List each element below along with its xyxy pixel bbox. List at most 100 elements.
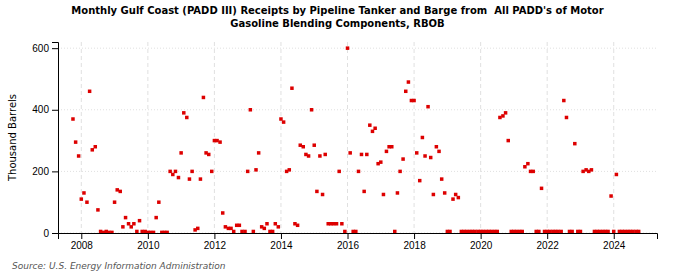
- point: [96, 208, 100, 212]
- tick: 2014: [270, 233, 293, 251]
- tick-mark: [281, 233, 282, 239]
- point: [393, 230, 397, 233]
- grid-line-x: [81, 42, 82, 233]
- tick: 0: [43, 228, 58, 239]
- point: [135, 230, 139, 233]
- point: [207, 153, 211, 157]
- tick: 2020: [470, 233, 493, 251]
- point: [451, 197, 455, 201]
- point: [398, 170, 402, 174]
- plot-area: 2008201020122014201620182020202220240200…: [32, 42, 657, 251]
- point: [321, 193, 325, 197]
- point: [606, 230, 610, 233]
- tick-label: 2008: [71, 240, 94, 251]
- point: [312, 143, 316, 147]
- point: [127, 222, 131, 226]
- point: [598, 230, 602, 233]
- axis-line: [59, 234, 658, 240]
- point: [368, 123, 372, 127]
- point: [138, 219, 142, 223]
- point: [71, 117, 75, 121]
- tick: 2016: [337, 233, 360, 251]
- tick-mark: [148, 233, 149, 239]
- point: [371, 130, 375, 134]
- point: [556, 230, 560, 233]
- point: [421, 136, 425, 140]
- point: [124, 216, 128, 220]
- point: [520, 230, 524, 233]
- point: [340, 222, 344, 226]
- point: [415, 151, 419, 155]
- point: [185, 116, 189, 120]
- point: [279, 117, 283, 121]
- tick-mark: [614, 233, 615, 239]
- point: [218, 140, 222, 144]
- grid-line-y: [58, 48, 657, 49]
- point: [612, 230, 616, 233]
- point: [332, 222, 336, 226]
- point: [579, 230, 583, 233]
- points: [71, 46, 640, 233]
- point: [115, 188, 119, 192]
- point: [174, 170, 178, 174]
- point: [390, 145, 394, 149]
- point: [454, 193, 458, 197]
- point: [299, 143, 303, 147]
- point: [249, 108, 253, 112]
- chart: 2008201020122014201620182020202220240200…: [0, 0, 675, 275]
- grid-line-x: [214, 42, 215, 233]
- point: [288, 168, 292, 172]
- point: [232, 230, 236, 233]
- point: [562, 99, 566, 103]
- point: [346, 46, 350, 50]
- point: [290, 86, 294, 90]
- point: [323, 153, 327, 157]
- point: [526, 162, 530, 166]
- point: [140, 230, 144, 233]
- point: [482, 230, 486, 233]
- point: [548, 230, 552, 233]
- point: [396, 191, 400, 195]
- point: [252, 230, 256, 233]
- point: [271, 230, 275, 233]
- tick: 2022: [537, 233, 560, 251]
- point: [362, 190, 366, 194]
- point: [74, 140, 78, 144]
- point: [296, 224, 300, 228]
- point: [457, 196, 461, 200]
- point: [302, 145, 306, 149]
- grid-line-x: [347, 42, 348, 233]
- point: [80, 197, 84, 201]
- point: [637, 230, 641, 233]
- point: [337, 170, 341, 174]
- point: [590, 168, 594, 172]
- point: [94, 145, 98, 149]
- tick-label: 400: [32, 104, 49, 115]
- point: [254, 168, 258, 172]
- tick-mark: [481, 233, 482, 239]
- tick-label: 2020: [470, 240, 493, 251]
- grid-line-y: [58, 109, 657, 110]
- tick-mark: [52, 233, 58, 234]
- point: [581, 170, 585, 174]
- point: [149, 231, 153, 233]
- point: [382, 193, 386, 197]
- point: [559, 230, 563, 233]
- tick-mark: [414, 233, 415, 239]
- point: [537, 230, 541, 233]
- point: [310, 108, 314, 112]
- point: [401, 157, 405, 161]
- point: [168, 170, 172, 174]
- grid-line-x: [480, 42, 481, 233]
- point: [257, 151, 261, 155]
- point: [360, 153, 364, 157]
- grid-line-x: [613, 42, 614, 233]
- tick-label: 2024: [603, 240, 626, 251]
- point: [99, 230, 103, 233]
- point: [277, 225, 281, 229]
- point: [404, 90, 408, 94]
- point: [274, 222, 278, 226]
- point: [609, 194, 613, 198]
- grid-line-x: [280, 42, 281, 233]
- axis-line: [52, 43, 59, 234]
